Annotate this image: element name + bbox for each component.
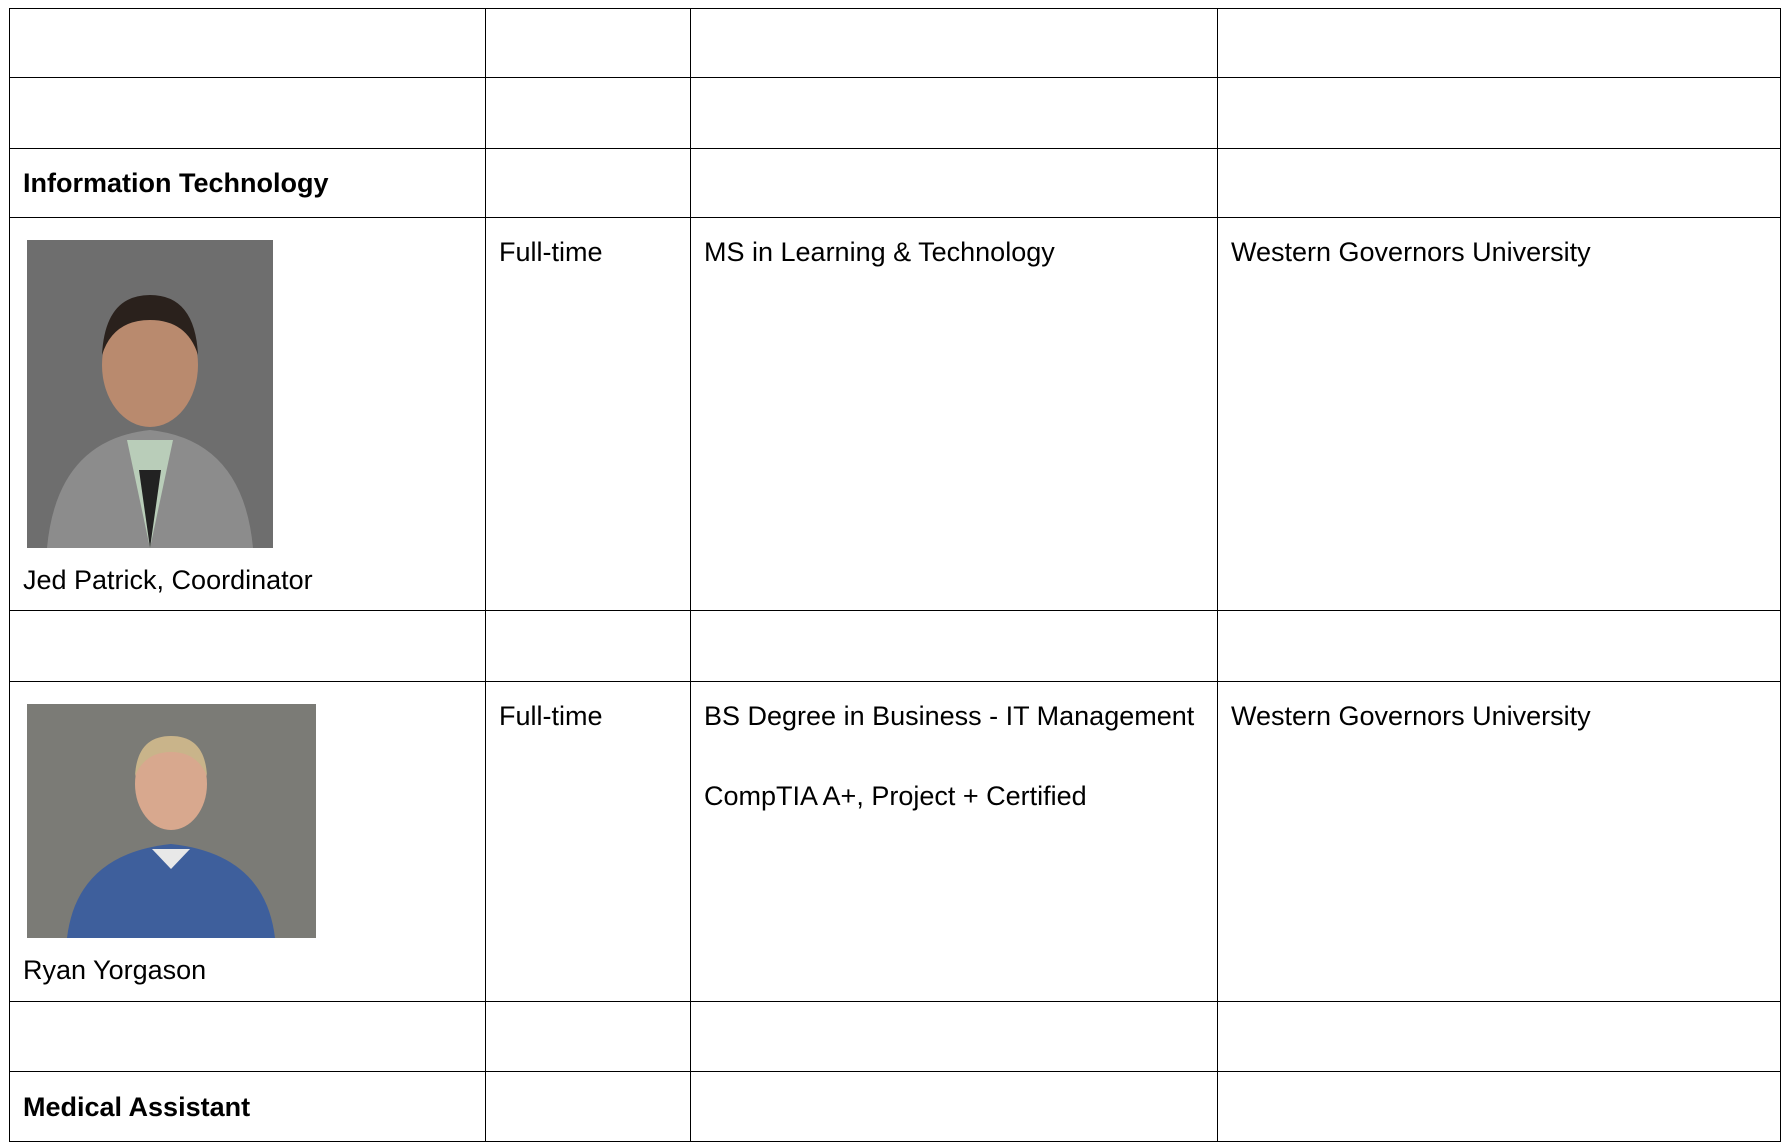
staff-table: Information Technology Jed Patrick, Coor…	[9, 8, 1781, 1142]
credential: MS in Learning & Technology	[704, 237, 1055, 267]
section-row: Information Technology	[9, 148, 1781, 218]
staff-name: Jed Patrick, Coordinator	[23, 565, 313, 595]
status: Full-time	[485, 681, 691, 1002]
empty-row	[9, 1001, 1781, 1072]
staff-name: Ryan Yorgason	[23, 955, 207, 985]
section-title: Information Technology	[9, 148, 486, 218]
staff-row: Jed Patrick, Coordinator Full-time MS in…	[9, 217, 1781, 611]
empty-row	[9, 8, 1781, 78]
empty-row	[9, 77, 1781, 149]
school: Western Governors University	[1217, 217, 1781, 611]
section-row: Medical Assistant	[9, 1071, 1781, 1142]
staff-row: Ryan Yorgason Full-time BS Degree in Bus…	[9, 681, 1781, 1002]
photo	[27, 704, 316, 938]
status: Full-time	[485, 217, 691, 611]
photo	[27, 240, 273, 548]
credential: BS Degree in Business - IT Management	[704, 701, 1195, 731]
school: Western Governors University	[1217, 681, 1781, 1002]
empty-row	[9, 610, 1781, 682]
section-title: Medical Assistant	[9, 1071, 486, 1142]
credential: CompTIA A+, Project + Certified	[704, 781, 1087, 811]
